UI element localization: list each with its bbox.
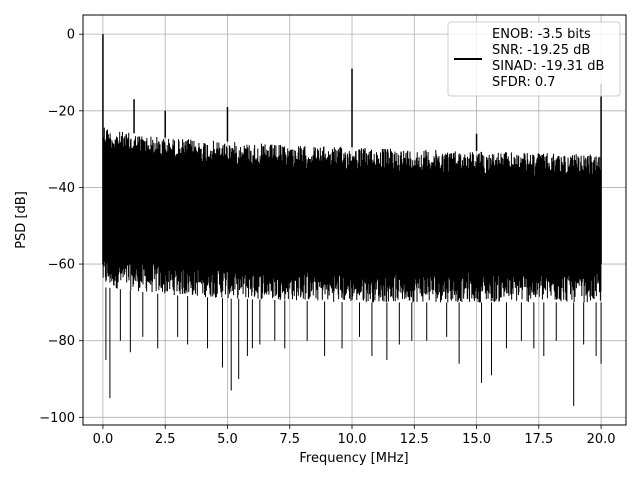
x-tick-label: 17.5	[524, 432, 553, 447]
x-axis-label: Frequency [MHz]	[299, 451, 408, 466]
spike-line	[102, 34, 602, 265]
plot-area	[102, 34, 602, 406]
y-tick-label: 0	[67, 28, 75, 43]
legend-box	[447, 21, 621, 97]
x-tick-label: 10.0	[338, 432, 367, 447]
y-tick-label: −60	[48, 258, 75, 273]
y-axis: 0 −20 −40 −60 −80 −100	[39, 28, 83, 426]
x-tick-label: 5.0	[217, 432, 238, 447]
x-tick-label: 0.0	[93, 432, 114, 447]
psd-line	[102, 127, 602, 406]
x-tick-label: 2.5	[155, 432, 176, 447]
legend-enob: ENOB: -3.5 bits	[492, 27, 591, 42]
x-axis: 0.0 2.5 5.0 7.5 10.0 12.5 15.0 17.5 20.0	[93, 425, 616, 447]
y-tick-label: −100	[39, 411, 75, 426]
x-tick-label: 7.5	[279, 432, 300, 447]
y-axis-label: PSD [dB]	[14, 191, 29, 249]
legend-sfdr: SFDR: 0.7	[492, 75, 556, 90]
y-tick-label: −80	[48, 334, 75, 349]
x-tick-label: 15.0	[462, 432, 491, 447]
legend-sinad: SINAD: -19.31 dB	[492, 59, 604, 74]
y-tick-label: −20	[48, 104, 75, 119]
y-tick-label: −40	[48, 181, 75, 196]
legend: ENOB: -3.5 bits SNR: -19.25 dB SINAD: -1…	[447, 21, 621, 97]
x-tick-label: 12.5	[400, 432, 429, 447]
legend-snr: SNR: -19.25 dB	[492, 43, 590, 58]
axes-frame	[82, 14, 627, 426]
x-tick-label: 20.0	[587, 432, 616, 447]
